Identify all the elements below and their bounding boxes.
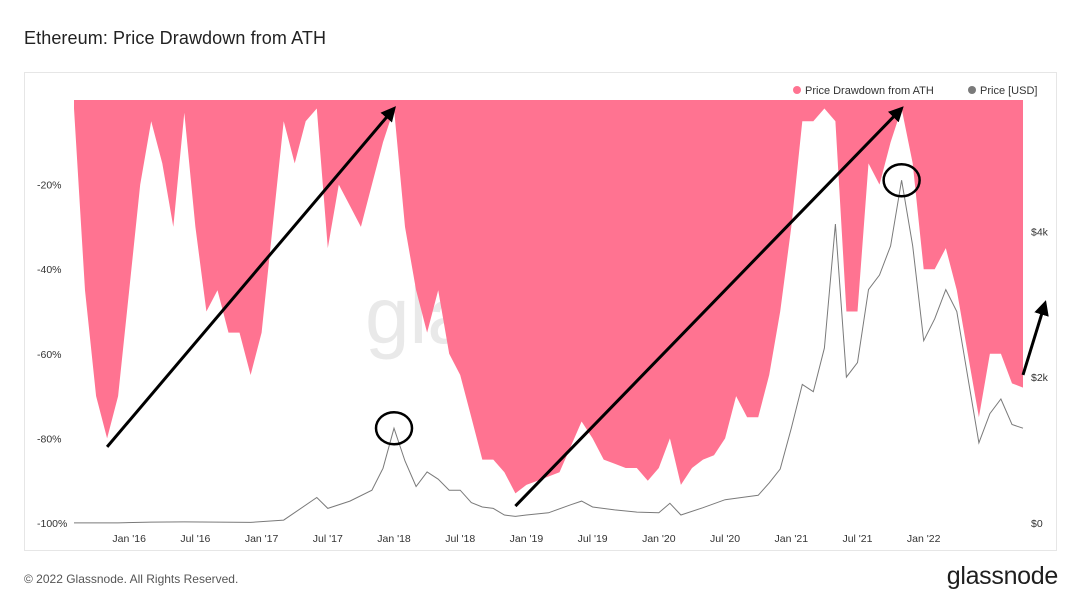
x-tick-label: Jan '22 [907, 533, 941, 545]
y-right-tick-label: $0 [1031, 518, 1043, 530]
x-tick-label: Jan '17 [245, 533, 279, 545]
x-tick-label: Jan '19 [510, 533, 544, 545]
annotation-arrow-3 [514, 106, 904, 508]
legend-swatch-drawdown [793, 86, 801, 94]
series-drawdown-area [74, 100, 1023, 494]
legend-swatch-price [968, 86, 976, 94]
x-tick-label: Jul '19 [578, 533, 608, 545]
annotation-circle-2 [374, 410, 414, 446]
annotation-arrow-1 [105, 106, 396, 448]
legend-label-drawdown: Price Drawdown from ATH [805, 85, 934, 97]
x-tick-label: Jul '21 [842, 533, 872, 545]
copyright-text: © 2022 Glassnode. All Rights Reserved. [24, 572, 239, 586]
y-left-tick-label: -60% [37, 349, 62, 361]
y-right-tick-label: $4k [1031, 226, 1049, 238]
annotation-circle-4 [882, 162, 921, 198]
y-left-tick-label: -40% [37, 264, 62, 276]
y-left-tick-label: -100% [37, 518, 67, 530]
x-tick-label: Jan '18 [377, 533, 411, 545]
x-tick-label: Jul '17 [313, 533, 343, 545]
glassnode-logo: glassnode [946, 562, 1059, 590]
chart-frame: gla -20% -40% -60% -80% -100% $4k $2k $0 Jan '16… [24, 72, 1057, 551]
x-tick-label: Jan '21 [775, 533, 809, 545]
page-title: Ethereum: Price Drawdown from ATH [24, 28, 327, 48]
series-price-line [74, 180, 1024, 524]
y-right-tick-label: $2k [1031, 372, 1049, 384]
x-tick-label: Jan '16 [112, 533, 146, 545]
x-tick-label: Jul '18 [445, 533, 475, 545]
x-tick-label: Jul '16 [180, 533, 210, 545]
annotation-arrow-5 [1021, 300, 1049, 376]
x-tick-label: Jan '20 [642, 533, 676, 545]
y-left-tick-label: -80% [37, 433, 62, 445]
x-tick-label: Jul '20 [710, 533, 740, 545]
y-left-tick-label: -20% [37, 180, 62, 192]
legend-label-price: Price [USD] [980, 85, 1037, 97]
